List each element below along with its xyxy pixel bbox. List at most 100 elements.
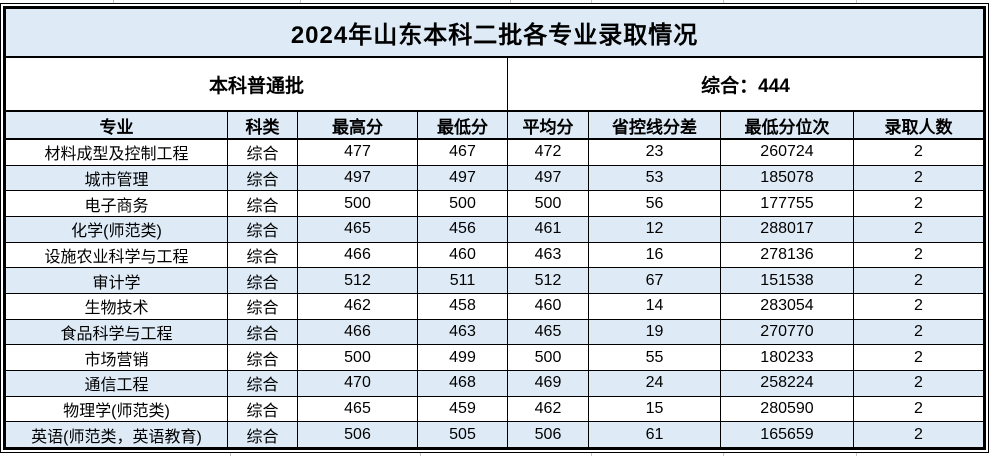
gridline-tick [591,453,592,456]
column-header: 最高分 [297,110,418,140]
table-cell: 2 [852,421,985,448]
table-row: 食品科学与工程 综合 466 463 465 19 270770 2 [5,318,985,346]
table-cell: 506 [507,421,589,448]
table-cell: 综合 [227,267,298,294]
column-header-row: 专业 科类 最高分 最低分 平均分 省控线分差 最低分位次 录取人数 [5,110,985,140]
table-cell: 审计学 [5,267,228,294]
table-cell: 456 [417,215,508,243]
table-body: 材料成型及控制工程 综合 477 467 472 23 260724 2 城市管理 综合 497 49… [5,138,985,448]
column-header: 录取人数 [852,110,985,140]
table-cell: 165659 [720,421,854,448]
table-cell: 2 [852,292,985,320]
table-cell: 185078 [720,164,854,192]
table-cell: 500 [507,344,589,371]
table-inner-border: 2024年山东本科二批各专业录取情况 本科普通批 综合：444 专业 科类 最高分最… [3,6,986,450]
table-cell: 469 [507,369,589,397]
table-cell: 材料成型及控制工程 [5,138,228,166]
table-cell: 12 [588,215,721,243]
table-cell: 497 [507,164,589,192]
table-cell: 497 [297,164,418,192]
gridline-tick [591,0,592,3]
table-cell: 500 [297,344,418,371]
table-cell: 500 [507,190,589,217]
table-row: 城市管理 综合 497 497 497 53 185078 2 [5,164,985,192]
table-row: 化学(师范类) 综合 465 456 461 12 288017 2 [5,215,985,243]
table-cell: 460 [507,292,589,320]
table-cell: 物理学(师范类) [5,395,228,423]
table-row: 物理学(师范类) 综合 465 459 462 15 280590 2 [5,395,985,423]
batch-label: 本科普通批 [5,56,508,112]
table-cell: 458 [417,292,508,320]
table-cell: 477 [297,138,418,166]
gridline-tick [510,0,511,3]
table-cell: 270770 [720,318,854,346]
table-cell: 278136 [720,241,854,269]
table-cell: 综合 [227,421,298,448]
table-cell: 505 [417,421,508,448]
table-frame: 2024年山东本科二批各专业录取情况 本科普通批 综合：444 专业 科类 最高分最… [0,3,989,453]
table-cell: 459 [417,395,508,423]
table-cell: 468 [417,369,508,397]
table-cell: 461 [507,215,589,243]
table-cell: 465 [297,395,418,423]
gridline-tick [300,0,301,3]
column-header: 最低分位次 [720,110,854,140]
table-cell: 城市管理 [5,164,228,192]
table-row: 设施农业科学与工程 综合 466 460 463 16 278136 2 [5,241,985,269]
table-cell: 14 [588,292,721,320]
table-cell: 化学(师范类) [5,215,228,243]
table-cell: 综合 [227,318,298,346]
table-row: 市场营销 综合 500 499 500 55 180233 2 [5,344,985,371]
table-cell: 462 [507,395,589,423]
table-cell: 19 [588,318,721,346]
table-cell: 180233 [720,344,854,371]
table-cell: 512 [507,267,589,294]
table-cell: 499 [417,344,508,371]
column-header: 专业 [5,110,228,140]
admission-table: 2024年山东本科二批各专业录取情况 本科普通批 综合：444 专业 科类 最高分最… [4,8,985,448]
table-cell: 61 [588,421,721,448]
table-cell: 综合 [227,215,298,243]
table-cell: 2 [852,267,985,294]
table-cell: 2 [852,138,985,166]
table-row: 电子商务 综合 500 500 500 56 177755 2 [5,190,985,217]
gridline-tick [230,453,231,456]
table-cell: 综合 [227,292,298,320]
table-cell: 2 [852,344,985,371]
gridline-tick [420,453,421,456]
table-row: 审计学 综合 512 511 512 67 151538 2 [5,267,985,294]
table-cell: 综合 [227,395,298,423]
table-cell: 56 [588,190,721,217]
table-cell: 500 [417,190,508,217]
column-header: 省控线分差 [588,110,721,140]
table-cell: 食品科学与工程 [5,318,228,346]
table-cell: 463 [417,318,508,346]
table-cell: 463 [507,241,589,269]
table-row: 通信工程 综合 470 468 469 24 258224 2 [5,369,985,397]
table-cell: 综合 [227,344,298,371]
table-cell: 151538 [720,267,854,294]
table-cell: 466 [297,318,418,346]
gridline-tick [113,0,114,3]
table-cell: 465 [297,215,418,243]
table-cell: 53 [588,164,721,192]
table-cell: 综合 [227,138,298,166]
table-cell: 23 [588,138,721,166]
table-cell: 16 [588,241,721,269]
table-cell: 综合 [227,241,298,269]
table-cell: 电子商务 [5,190,228,217]
table-cell: 2 [852,318,985,346]
gridline-tick [723,0,724,3]
table-cell: 设施农业科学与工程 [5,241,228,269]
table-cell: 英语(师范类，英语教育) [5,421,228,448]
control-line-label: 综合：444 [506,56,985,112]
gridline-tick [723,453,724,456]
table-cell: 283054 [720,292,854,320]
table-row: 英语(师范类，英语教育) 综合 506 505 506 61 165659 2 [5,421,985,448]
table-cell: 470 [297,369,418,397]
subheader-row: 本科普通批 综合：444 [5,56,985,112]
table-cell: 512 [297,267,418,294]
table-cell: 综合 [227,164,298,192]
table-cell: 2 [852,215,985,243]
